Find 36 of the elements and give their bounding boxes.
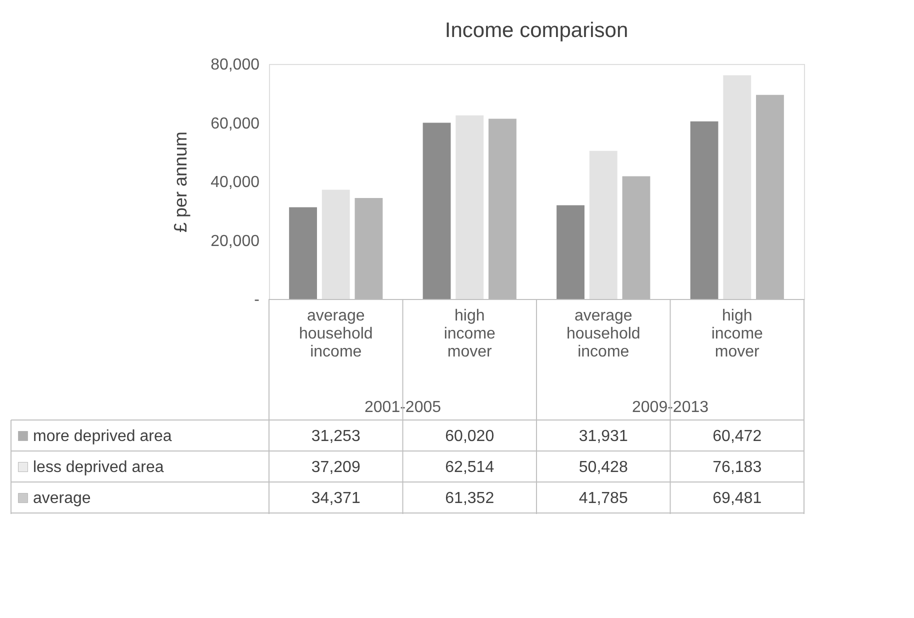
- bar: [556, 205, 584, 299]
- bar: [322, 190, 350, 299]
- legend-label: more deprived area: [33, 428, 172, 445]
- data-label: 34,371: [311, 490, 360, 507]
- y-tick-label: 40,000: [210, 174, 260, 191]
- data-label: 60,020: [445, 428, 494, 445]
- legend-label: average: [33, 490, 91, 507]
- bar: [723, 75, 752, 299]
- bar: [422, 122, 451, 299]
- data-label: 76,183: [712, 459, 762, 476]
- bar: [289, 207, 317, 299]
- bar: [690, 121, 718, 299]
- x-tick-label: average household income: [566, 308, 640, 360]
- y-tick-label: 60,000: [210, 115, 260, 132]
- y-tick-label: -: [254, 292, 260, 308]
- data-label: 60,472: [712, 428, 762, 445]
- x-tick-label: average household income: [298, 308, 373, 360]
- data-label: 69,481: [712, 490, 762, 507]
- data-label: 50,428: [578, 459, 628, 476]
- data-label: 37,209: [311, 459, 360, 476]
- y-tick-label: 20,000: [210, 232, 260, 250]
- bar: [456, 115, 484, 299]
- data-label: 62,514: [445, 459, 494, 476]
- legend-label: less deprived area: [33, 459, 164, 476]
- x-tick-label: high income mover: [444, 308, 496, 360]
- data-label: 41,785: [578, 490, 628, 507]
- data-label: 31,931: [578, 428, 628, 445]
- x-tick-label: high income mover: [711, 308, 764, 360]
- text: 2001-2005: [364, 399, 442, 416]
- bar: [589, 150, 618, 299]
- text: 2009-2013: [632, 399, 709, 416]
- data-label: 31,253: [311, 428, 360, 445]
- chart-title: Income comparison: [444, 19, 628, 42]
- y-axis-title: £ per annum: [170, 131, 191, 233]
- y-tick-label: 80,000: [210, 56, 260, 74]
- data-label: 61,352: [445, 490, 494, 507]
